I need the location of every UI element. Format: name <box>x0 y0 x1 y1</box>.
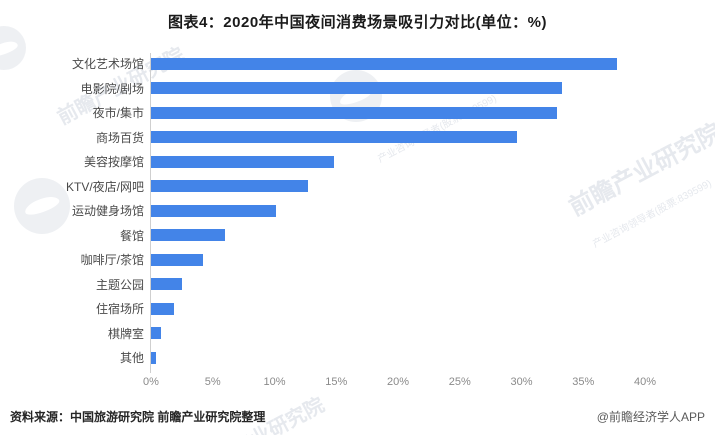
x-tick-label: 10% <box>263 376 286 388</box>
bar-row: 商场百货 <box>0 125 715 150</box>
bar <box>151 82 563 94</box>
bar-row: 棋牌室 <box>0 321 715 346</box>
bar-row: 住宿场所 <box>0 296 715 321</box>
category-label: 夜市/集市 <box>92 106 144 120</box>
bar-row: 电影院/剧场 <box>0 76 715 101</box>
bar-row: 运动健身场馆 <box>0 198 715 223</box>
x-tick-label: 5% <box>204 376 221 388</box>
category-label: 棋牌室 <box>107 326 144 341</box>
bar-chart-plot-area: 文化艺术场馆电影院/剧场夜市/集市商场百货美容按摩馆 KTV/夜店/网吧 运动健身场… <box>0 46 715 388</box>
bar <box>151 351 156 364</box>
category-label: 文化艺术场馆 <box>71 57 144 71</box>
category-label: 美容按摩馆 <box>83 155 144 169</box>
bar <box>151 57 617 70</box>
bar <box>151 204 276 217</box>
bar-row: 咖啡厅/茶馆 <box>0 247 715 272</box>
bar-row: 其他 <box>0 345 715 370</box>
category-label: 运动健身场馆 <box>71 204 144 218</box>
x-axis: 0% 5% 10% 15% 20% 25% 30% 35% 40% <box>0 376 715 392</box>
x-tick-label: 15% <box>325 376 348 388</box>
bar-row: KTV/夜店/网吧 <box>0 174 715 199</box>
bar <box>151 155 334 168</box>
bar-row: 餐馆 <box>0 223 715 248</box>
x-tick-label: 40% <box>633 376 657 388</box>
x-tick-label: 20% <box>386 376 410 388</box>
bar-row: 美容按摩馆 <box>0 149 715 174</box>
source-note: 资料来源：中国旅游研究院 前瞻产业研究院整理 <box>10 410 266 424</box>
bar <box>151 327 161 339</box>
bar-row: 文化艺术场馆 <box>0 51 715 76</box>
category-label: 住宿场所 <box>95 302 144 316</box>
bar <box>151 131 517 143</box>
category-label: 主题公园 <box>95 277 144 292</box>
bar-row: 主题公园 <box>0 272 715 297</box>
category-label: 电影院/剧场 <box>80 81 144 96</box>
x-tick-label: 0% <box>143 376 159 388</box>
chart-title: 图表4：2020年中国夜间消费场景吸引力对比(单位：%) <box>167 14 548 31</box>
category-label: 餐馆 <box>119 228 144 243</box>
credit-note: @前瞻经济学人APP <box>596 410 705 424</box>
bar <box>151 180 308 192</box>
x-tick-label: 35% <box>572 376 595 388</box>
bar <box>151 229 226 241</box>
category-label: KTV/夜店/网吧 <box>65 179 144 194</box>
y-axis-line <box>150 53 151 373</box>
bar <box>151 106 558 119</box>
bar <box>151 302 175 315</box>
bar <box>151 278 182 290</box>
chart-footer: 资料来源：中国旅游研究院 前瞻产业研究院整理 @前瞻经济学人APP <box>0 408 715 425</box>
bar-row: 夜市/集市 <box>0 100 715 125</box>
category-label: 咖啡厅/茶馆 <box>80 253 144 267</box>
category-label: 商场百货 <box>95 130 144 145</box>
x-tick-label: 30% <box>510 376 533 388</box>
x-tick-label: 25% <box>448 376 471 388</box>
bar <box>151 253 203 266</box>
category-label: 其他 <box>119 351 144 365</box>
